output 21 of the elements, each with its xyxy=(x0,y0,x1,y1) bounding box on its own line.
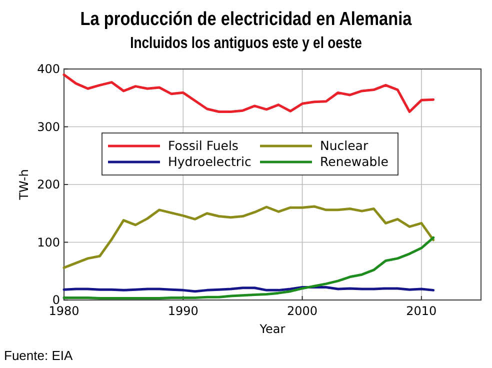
x-tick-label: 2010 xyxy=(406,304,437,318)
line-series xyxy=(62,205,435,269)
y-tick-label: 200 xyxy=(37,178,60,192)
source-note: Fuente: EIA xyxy=(4,348,73,363)
x-tick-label: 1980 xyxy=(48,304,80,318)
y-axis-title: TW-h xyxy=(17,169,31,201)
line-series xyxy=(62,236,435,300)
x-axis-title: Year xyxy=(258,322,286,336)
legend-label: Renewable xyxy=(320,154,389,169)
chart-title: La producción de electricidad en Alemania xyxy=(80,8,412,30)
legend-label: Hydroelectric xyxy=(168,154,252,169)
chart-subtitle: Incluidos los antiguos este y el oeste xyxy=(130,34,362,52)
y-tick-label: 100 xyxy=(37,235,60,250)
line-series xyxy=(62,74,435,113)
y-tick-label: 300 xyxy=(37,120,60,134)
legend-label: Nuclear xyxy=(320,138,369,153)
x-tick-label: 1990 xyxy=(168,304,198,318)
x-tick-label: 2000 xyxy=(287,304,318,318)
y-tick-label: 400 xyxy=(37,62,60,76)
y-tick-label: 0 xyxy=(52,293,60,307)
legend-label: Fossil Fuels xyxy=(168,138,238,153)
